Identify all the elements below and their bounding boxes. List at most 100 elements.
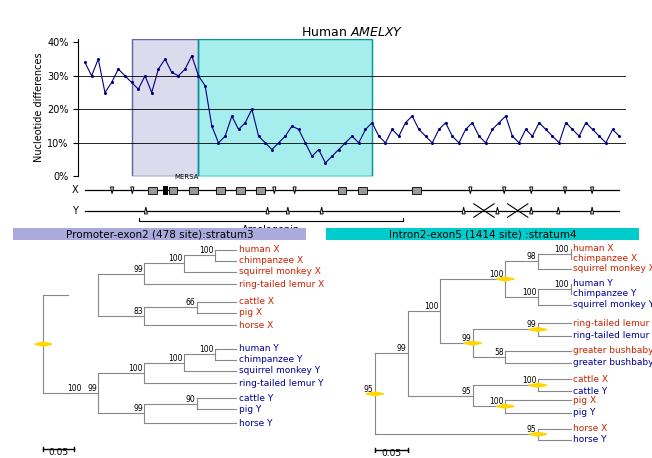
- Text: 100: 100: [199, 246, 213, 255]
- Text: squirrel monkey X: squirrel monkey X: [573, 264, 652, 273]
- Text: 95: 95: [527, 425, 536, 434]
- Polygon shape: [366, 392, 384, 396]
- Text: 100: 100: [424, 302, 439, 311]
- Text: Amelogenin: Amelogenin: [242, 225, 300, 235]
- Y-axis label: Nucleotide differences: Nucleotide differences: [35, 53, 44, 163]
- Polygon shape: [557, 207, 560, 214]
- Text: cattle Y: cattle Y: [573, 387, 608, 396]
- Text: 99: 99: [462, 334, 471, 343]
- Text: X: X: [72, 185, 78, 196]
- Text: greater bushbaby X: greater bushbaby X: [573, 346, 652, 355]
- Polygon shape: [111, 187, 113, 194]
- Polygon shape: [496, 404, 514, 408]
- Text: 99: 99: [133, 404, 143, 414]
- Text: chimpanzee Y: chimpanzee Y: [239, 355, 302, 364]
- Bar: [412, 187, 421, 194]
- Text: 98: 98: [527, 252, 536, 262]
- Polygon shape: [529, 187, 533, 194]
- Polygon shape: [496, 207, 499, 214]
- Bar: [256, 187, 265, 194]
- Text: pig X: pig X: [239, 309, 262, 317]
- Text: squirrel monkey X: squirrel monkey X: [239, 267, 321, 276]
- Text: chimpanzee Y: chimpanzee Y: [573, 289, 636, 298]
- Text: 0.05: 0.05: [48, 448, 68, 457]
- Polygon shape: [266, 207, 269, 214]
- Text: 99: 99: [87, 384, 97, 393]
- Text: Promoter-exon2 (478 site):stratum3: Promoter-exon2 (478 site):stratum3: [66, 229, 254, 239]
- Text: 100: 100: [554, 245, 569, 254]
- Text: 100: 100: [168, 254, 183, 263]
- Text: 100: 100: [522, 376, 536, 385]
- Text: chimpanzee X: chimpanzee X: [239, 256, 303, 265]
- Text: ring-tailed lemur X: ring-tailed lemur X: [239, 279, 324, 289]
- Polygon shape: [462, 207, 465, 214]
- Text: human Y: human Y: [573, 279, 613, 288]
- Text: pig Y: pig Y: [573, 408, 595, 417]
- Polygon shape: [293, 187, 296, 194]
- Text: horse Y: horse Y: [573, 435, 606, 444]
- Text: greater bushbaby Y: greater bushbaby Y: [573, 359, 652, 367]
- Text: 100: 100: [128, 364, 143, 373]
- Text: 0.05: 0.05: [381, 449, 401, 458]
- Text: 100: 100: [522, 288, 536, 297]
- Polygon shape: [496, 277, 514, 281]
- Text: 100: 100: [67, 384, 82, 393]
- Bar: [189, 187, 198, 194]
- Bar: [198, 39, 372, 176]
- Text: pig X: pig X: [573, 396, 596, 404]
- Text: horse X: horse X: [573, 424, 608, 433]
- Polygon shape: [529, 207, 533, 214]
- Polygon shape: [320, 207, 323, 214]
- Text: 83: 83: [133, 307, 143, 316]
- Polygon shape: [529, 383, 547, 387]
- Polygon shape: [464, 341, 482, 345]
- Text: Y: Y: [72, 206, 78, 216]
- Text: 99: 99: [527, 321, 536, 329]
- Text: horse X: horse X: [239, 321, 273, 330]
- Polygon shape: [591, 187, 593, 194]
- Text: squirrel monkey Y: squirrel monkey Y: [239, 366, 320, 375]
- Polygon shape: [131, 187, 134, 194]
- Bar: [163, 186, 168, 195]
- Bar: [148, 187, 157, 194]
- Text: 66: 66: [185, 299, 195, 307]
- Polygon shape: [503, 187, 506, 194]
- Bar: [358, 187, 366, 194]
- Polygon shape: [529, 327, 547, 332]
- Text: human X: human X: [239, 245, 279, 254]
- Text: 100: 100: [554, 279, 569, 289]
- Text: 99: 99: [396, 344, 406, 354]
- Text: 99: 99: [133, 265, 143, 274]
- Text: cattle X: cattle X: [573, 375, 608, 383]
- Text: 100: 100: [199, 345, 213, 354]
- Text: 95: 95: [364, 385, 373, 394]
- Text: pig Y: pig Y: [239, 405, 261, 414]
- Text: ring-tailed lemur X: ring-tailed lemur X: [573, 319, 652, 328]
- Bar: [132, 39, 198, 176]
- Polygon shape: [35, 342, 52, 346]
- Polygon shape: [273, 187, 276, 194]
- Polygon shape: [286, 207, 289, 214]
- Polygon shape: [469, 187, 472, 194]
- Text: chimpanzee X: chimpanzee X: [573, 254, 637, 263]
- Polygon shape: [563, 187, 567, 194]
- Bar: [338, 187, 346, 194]
- Text: human Y: human Y: [239, 344, 278, 353]
- Polygon shape: [144, 207, 147, 214]
- Text: 100: 100: [168, 354, 183, 363]
- Text: cattle Y: cattle Y: [239, 394, 273, 403]
- Bar: [168, 187, 177, 194]
- Text: squirrel monkey Y: squirrel monkey Y: [573, 300, 652, 309]
- Text: 95: 95: [462, 387, 471, 396]
- Title: Human $\it{AMELXY}$: Human $\it{AMELXY}$: [301, 26, 403, 39]
- Bar: [236, 187, 245, 194]
- Polygon shape: [529, 432, 547, 436]
- Text: ring-tailed lemur Y: ring-tailed lemur Y: [239, 379, 323, 387]
- Text: 90: 90: [185, 395, 195, 404]
- Text: 100: 100: [489, 270, 504, 279]
- Polygon shape: [591, 207, 593, 214]
- Bar: [216, 187, 225, 194]
- Text: horse Y: horse Y: [239, 419, 273, 428]
- Text: 100: 100: [489, 398, 504, 406]
- Text: MERSA: MERSA: [174, 174, 199, 180]
